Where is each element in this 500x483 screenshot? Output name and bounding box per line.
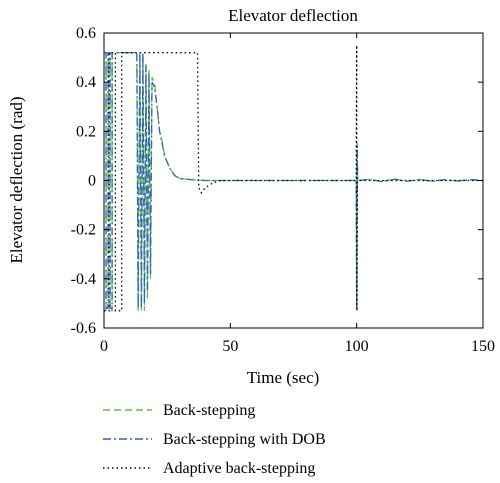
x-tick-label: 150 (471, 338, 495, 355)
axes: 0 50 100 150 0.6 0.4 0.2 0 -0.2 -0.4 -0.6 (71, 25, 495, 355)
plot-area (104, 45, 484, 312)
y-tick-label: 0.6 (76, 25, 96, 42)
x-axis-label: Time (sec) (247, 368, 320, 387)
y-tick-label: 0.2 (76, 123, 96, 140)
series-line-1 (104, 52, 484, 312)
x-tick-label: 0 (100, 338, 108, 355)
x-tick-label: 100 (345, 338, 369, 355)
series-line-3 (104, 45, 483, 312)
y-tick-label: -0.6 (71, 320, 96, 337)
legend-label: Back-stepping (163, 402, 255, 419)
y-tick-label: 0 (88, 173, 96, 190)
y-tick-label: -0.2 (71, 222, 96, 239)
legend: Back-stepping Back-stepping with DOB Adapt… (103, 402, 326, 477)
legend-label: Adaptive back-stepping (163, 460, 315, 477)
y-axis-label: Elevator deflection (rad) (7, 96, 26, 263)
series-line-2 (104, 52, 484, 309)
x-tick-label: 50 (222, 338, 238, 355)
chart-title: Elevator deflection (228, 6, 358, 25)
legend-label: Back-stepping with DOB (163, 431, 326, 448)
y-tick-label: -0.4 (71, 271, 96, 288)
y-tick-label: 0.4 (76, 74, 96, 91)
